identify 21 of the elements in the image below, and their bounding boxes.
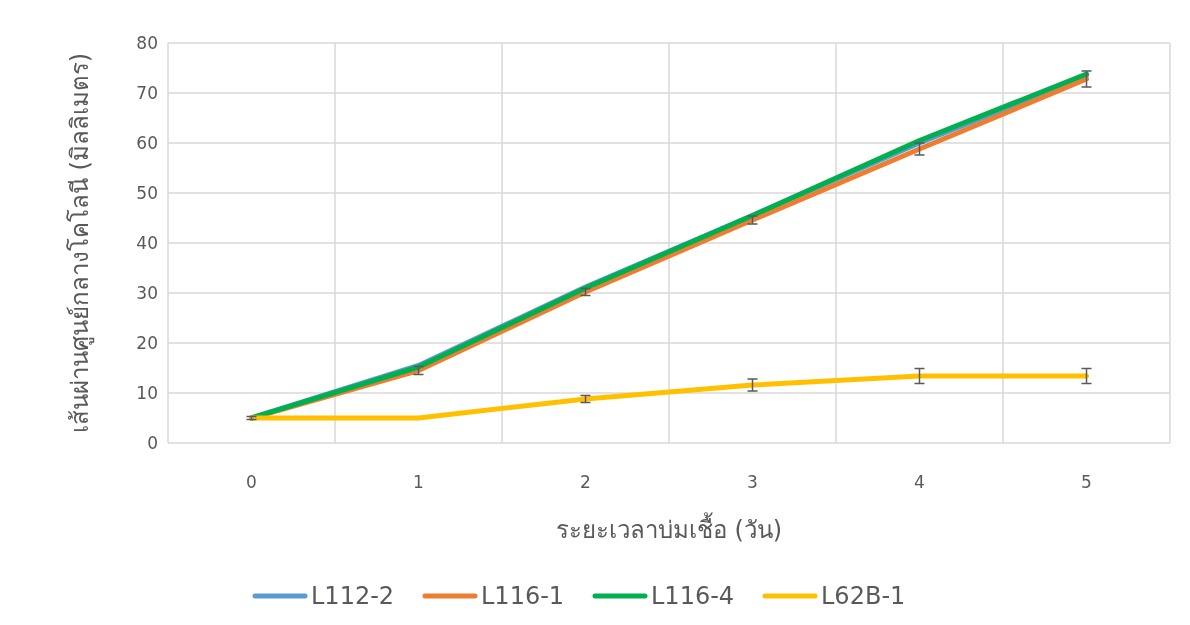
x-tick-label: 4 <box>914 472 925 492</box>
y-tick-label: 50 <box>136 182 158 203</box>
x-tick-label: 2 <box>580 472 591 492</box>
y-tick-label: 0 <box>147 432 158 453</box>
y-tick-label: 10 <box>136 382 158 403</box>
legend-label: L116-1 <box>481 582 565 611</box>
x-tick-label: 5 <box>1081 472 1092 492</box>
x-tick-label: 0 <box>246 472 257 492</box>
legend-label: L112-2 <box>311 582 395 611</box>
y-tick-label: 70 <box>136 82 158 103</box>
y-tick-label: 80 <box>136 32 158 53</box>
y-tick-label: 20 <box>136 332 158 353</box>
legend-label: L62B-1 <box>821 582 906 611</box>
y-tick-label: 60 <box>136 132 158 153</box>
y-tick-label: 30 <box>136 282 158 303</box>
x-tick-label: 3 <box>747 472 758 492</box>
legend-label: L116-4 <box>651 582 735 611</box>
y-tick-label: 40 <box>136 232 158 253</box>
x-tick-label: 1 <box>413 472 424 492</box>
y-axis-title: เส้นผ่านศูนย์กลางโคโลนี (มิลลิเมตร) <box>66 52 95 434</box>
x-axis-title: ระยะเวลาบ่มเชื้อ (วัน) <box>555 512 783 544</box>
